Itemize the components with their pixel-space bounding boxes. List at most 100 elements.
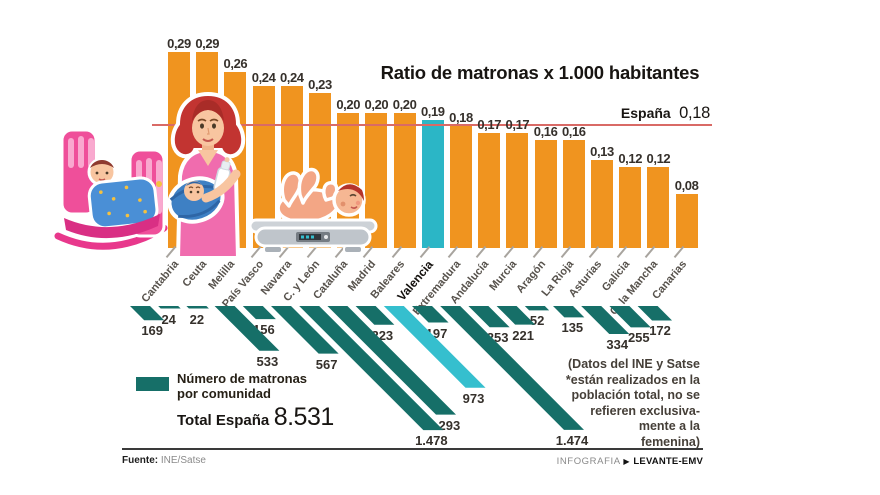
credit-label: INFOGRAFIA — [556, 456, 621, 467]
count-bar-c-y-león — [271, 306, 339, 354]
count-label-andalucía: 1.474 — [555, 432, 589, 448]
ratio-label-país-vasco: 0,24 — [251, 69, 276, 85]
legend-line-1: Número de matronas — [177, 371, 308, 386]
credit-brand: LEVANTE-EMV — [633, 456, 703, 467]
count-bar-país-vasco — [214, 306, 280, 351]
midwife-with-baby-illustration — [156, 88, 260, 260]
legend-label: Número de matronas por comunidad — [177, 371, 307, 401]
credit-arrow-icon: ▶ — [623, 457, 631, 466]
ratio-label-ceuta: 0,29 — [195, 35, 220, 51]
midwife-arm — [201, 169, 241, 203]
cradle-front-rim — [64, 214, 160, 239]
bar-valencia — [421, 119, 444, 248]
count-label-cantabria: 169 — [141, 323, 164, 339]
count-bar-cataluña — [299, 306, 444, 431]
count-bar-madrid — [327, 306, 457, 415]
reference-line-label-text: España — [620, 105, 671, 121]
ratio-label-c-y-león: 0,23 — [308, 76, 332, 92]
ratio-label-murcia: 0,17 — [505, 117, 530, 133]
ratio-label-extremadura: 0,18 — [449, 110, 473, 126]
ratio-label-madrid: 0,20 — [364, 96, 389, 112]
count-label-la-rioja: 52 — [529, 313, 545, 329]
bar-andalucía — [478, 133, 501, 248]
bar-baleares — [393, 112, 416, 248]
bar-c-la-mancha — [647, 166, 670, 248]
ratio-label-baleares: 0,20 — [392, 96, 417, 112]
ratio-label-canarias: 0,08 — [674, 177, 699, 193]
ratio-label-galicia: 0,12 — [618, 150, 643, 166]
count-label-país-vasco: 533 — [256, 353, 279, 369]
baby-hair — [338, 184, 364, 201]
count-label-galicia: 334 — [606, 337, 629, 353]
count-bar-asturias — [553, 306, 585, 318]
ratio-label-valencia: 0,19 — [420, 103, 445, 119]
count-bar-aragón — [496, 306, 536, 325]
source-credit: Fuente: INE/Satse — [122, 455, 206, 466]
baby-leg-2 — [297, 167, 320, 205]
reference-line-label: España 0,18 — [540, 104, 710, 123]
ratio-label-andalucía: 0,17 — [477, 117, 502, 133]
bar-galicia — [619, 166, 642, 248]
count-bar-ceuta — [158, 306, 181, 309]
total-espana: Total España 8.531 — [177, 403, 334, 432]
cradle-baby-illustration — [50, 122, 170, 258]
scale-foot-left — [263, 245, 283, 254]
ratio-label-asturias: 0,13 — [590, 144, 614, 160]
count-label-c-la-mancha: 255 — [627, 330, 650, 346]
legend-swatch — [136, 377, 169, 391]
ratio-label-cantabria: 0,29 — [167, 35, 191, 51]
footnote-line: *están realizados en la — [565, 372, 700, 387]
bar-aragón — [534, 139, 557, 248]
bar-país-vasco — [252, 85, 275, 248]
footnote-line: refieren exclusiva- — [590, 403, 700, 418]
ratio-label-cataluña: 0,20 — [336, 96, 361, 112]
footnote-line: mente a la — [638, 419, 700, 433]
ratio-label-la-rioja: 0,16 — [561, 123, 586, 139]
source-label: Fuente: — [122, 455, 159, 466]
bar-la-rioja — [562, 139, 585, 248]
bar-canarias — [675, 193, 698, 248]
count-bar-baleares — [355, 306, 395, 325]
count-label-aragón: 221 — [512, 327, 534, 343]
footnote: (Datos del INE y Satse *están realizados… — [500, 357, 700, 450]
total-label: Total España — [177, 412, 270, 429]
ratio-label-aragón: 0,16 — [533, 123, 558, 139]
reference-line — [152, 124, 712, 126]
count-label-asturias: 135 — [561, 320, 584, 336]
count-bar-cantabria — [130, 306, 165, 321]
ratio-label-melilla: 0,26 — [223, 56, 248, 72]
baby-on-scale-illustration — [246, 164, 380, 260]
count-bar-la-rioja — [524, 306, 550, 311]
bar-murcia — [506, 133, 529, 248]
ratio-label-c-la-mancha: 0,12 — [646, 150, 671, 166]
count-bar-melilla — [186, 306, 209, 309]
scale-foot-right — [343, 245, 363, 254]
legend-line-2: por comunidad — [177, 386, 271, 401]
count-label-ceuta: 24 — [161, 311, 176, 327]
footnote-line: población total, no se — [571, 388, 700, 402]
bar-madrid — [365, 112, 388, 248]
total-value: 8.531 — [273, 403, 335, 431]
bar-extremadura — [450, 126, 472, 248]
count-bar-galicia — [581, 306, 630, 335]
count-label-melilla: 22 — [189, 311, 205, 327]
count-label-cataluña: 1.478 — [415, 433, 448, 449]
source-value: INE/Satse — [160, 455, 206, 466]
footer-divider — [122, 448, 703, 450]
count-bar-valencia — [383, 306, 486, 388]
count-label-valencia: 973 — [462, 390, 485, 406]
count-bar-andalucía — [440, 306, 585, 430]
count-label-canarias: 172 — [649, 323, 671, 339]
count-label-c-y-león: 567 — [315, 356, 338, 372]
bar-asturias — [591, 160, 613, 248]
count-bar-navarra — [242, 306, 276, 320]
footnote-line: femenina) — [640, 434, 700, 449]
reference-line-value: 0,18 — [679, 104, 710, 122]
chart-title: Ratio de matronas x 1.000 habitantes — [380, 62, 700, 83]
footnote-line: (Datos del INE y Satse — [568, 357, 700, 371]
bundle-baby-face — [184, 181, 204, 201]
count-bar-murcia — [468, 306, 510, 328]
count-bar-canarias — [637, 306, 673, 321]
